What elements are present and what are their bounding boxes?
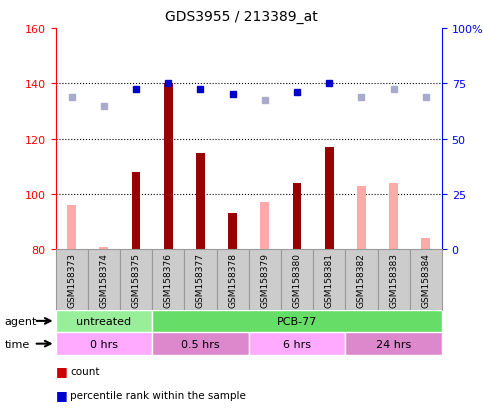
Bar <box>281 250 313 310</box>
Text: count: count <box>70 366 99 376</box>
Text: GSM158373: GSM158373 <box>67 252 76 307</box>
Bar <box>56 332 152 355</box>
Bar <box>378 250 410 310</box>
Bar <box>88 250 120 310</box>
Bar <box>164 84 173 250</box>
Bar <box>196 153 205 250</box>
Text: time: time <box>5 339 30 349</box>
Text: agent: agent <box>5 316 37 326</box>
Bar <box>313 250 345 310</box>
Text: 0.5 hrs: 0.5 hrs <box>181 339 220 349</box>
Text: GSM158379: GSM158379 <box>260 252 270 307</box>
Text: ■: ■ <box>56 412 67 413</box>
Bar <box>152 250 185 310</box>
Text: GSM158384: GSM158384 <box>421 252 430 307</box>
Bar <box>410 250 442 310</box>
Bar <box>260 203 270 250</box>
Text: GDS3955 / 213389_at: GDS3955 / 213389_at <box>165 10 318 24</box>
Bar <box>357 186 366 250</box>
Bar <box>120 250 152 310</box>
Bar <box>249 332 345 355</box>
Text: untreated: untreated <box>76 316 131 326</box>
Text: ■: ■ <box>56 388 67 401</box>
Bar <box>389 183 398 250</box>
Bar <box>131 173 141 250</box>
Text: GSM158374: GSM158374 <box>99 252 108 307</box>
Text: GSM158382: GSM158382 <box>357 252 366 307</box>
Text: PCB-77: PCB-77 <box>277 316 317 326</box>
Bar <box>216 250 249 310</box>
Text: 6 hrs: 6 hrs <box>283 339 311 349</box>
Text: percentile rank within the sample: percentile rank within the sample <box>70 390 246 400</box>
Bar <box>56 250 88 310</box>
Bar <box>345 250 378 310</box>
Text: 0 hrs: 0 hrs <box>90 339 118 349</box>
Bar <box>421 239 430 250</box>
Text: GSM158377: GSM158377 <box>196 252 205 307</box>
Bar <box>249 250 281 310</box>
Bar <box>228 214 237 250</box>
Text: GSM158380: GSM158380 <box>293 252 301 307</box>
Text: GSM158378: GSM158378 <box>228 252 237 307</box>
Text: GSM158383: GSM158383 <box>389 252 398 307</box>
Bar <box>345 332 442 355</box>
Bar <box>152 310 442 332</box>
Bar <box>67 206 76 250</box>
Text: GSM158375: GSM158375 <box>131 252 141 307</box>
Text: GSM158381: GSM158381 <box>325 252 334 307</box>
Bar <box>99 247 108 250</box>
Bar <box>56 310 152 332</box>
Bar <box>325 148 334 250</box>
Text: GSM158376: GSM158376 <box>164 252 173 307</box>
Text: 24 hrs: 24 hrs <box>376 339 411 349</box>
Bar <box>293 183 301 250</box>
Text: ■: ■ <box>56 364 67 377</box>
Bar <box>185 250 216 310</box>
Bar <box>152 332 249 355</box>
